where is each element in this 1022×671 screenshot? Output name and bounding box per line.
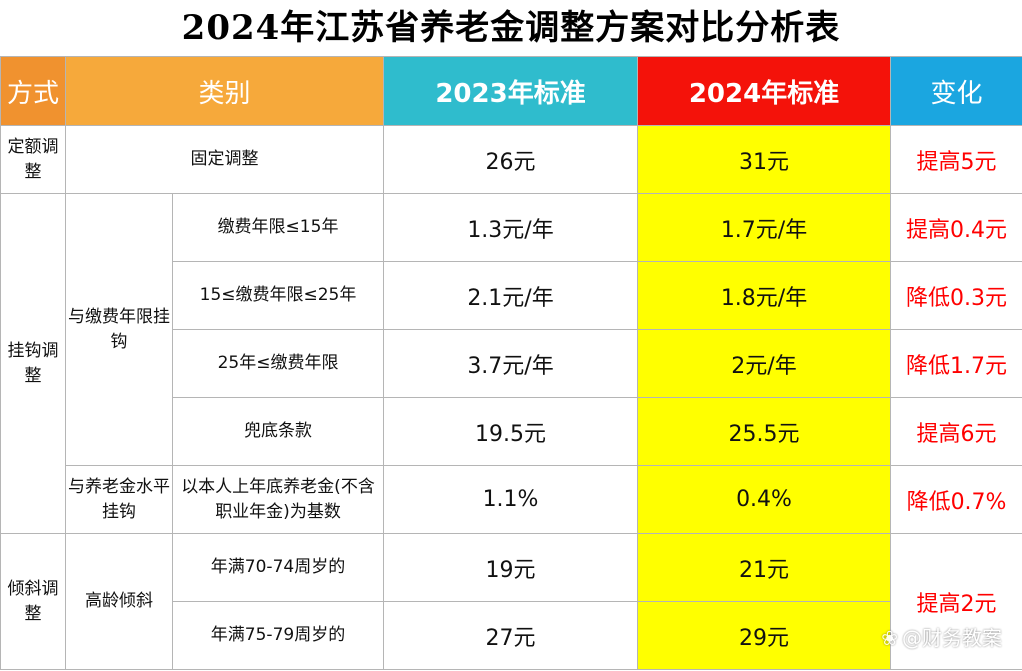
group-fixed: 定额调整 [0,125,66,194]
change-value: 提高0.4元 [890,193,1022,262]
header-2024-standard: 2024年标准 [637,56,892,126]
value-2023: 27元 [383,601,639,670]
value-2024: 0.4% [637,465,892,534]
header-change: 变化 [890,56,1022,126]
change-value: 提高5元 [890,125,1022,194]
subgroup-pension-linked: 与养老金水平挂钩 [65,465,173,534]
row-label: 年满75-79周岁的 [171,601,385,670]
value-2024: 31元 [637,125,892,194]
value-2023: 26元 [383,125,639,194]
row-label: 25年≤缴费年限 [171,329,385,398]
value-2024: 25.5元 [637,397,892,466]
table-row: 15≤缴费年限≤25年 2.1元/年 1.8元/年 降低0.3元 [1,261,1022,330]
change-value: 提高2元 [890,533,1022,670]
table-row: 与养老金水平挂钩 以本人上年底养老金(不含职业年金)为基数 1.1% 0.4% … [1,465,1022,534]
value-2024: 21元 [637,533,892,602]
comparison-table: 方式 类别 2023年标准 2024年标准 变化 定额调整 固定调整 26元 3… [0,56,1022,670]
subgroup-years-linked: 与缴费年限挂钩 [65,193,173,466]
subgroup-elderly: 高龄倾斜 [65,533,173,670]
header-method: 方式 [0,56,66,126]
watermark: ❀ @财务教案 [881,622,1002,651]
row-label: 15≤缴费年限≤25年 [171,261,385,330]
table-row: 定额调整 固定调整 26元 31元 提高5元 [0,125,1022,194]
table-row: 兜底条款 19.5元 25.5元 提高6元 [1,397,1022,466]
value-2024: 2元/年 [637,329,892,398]
header-category: 类别 [64,56,385,126]
change-value: 降低0.3元 [890,261,1022,330]
value-2023: 3.7元/年 [383,329,639,398]
change-value: 降低1.7元 [890,329,1022,398]
value-2023: 2.1元/年 [383,261,639,330]
group-linked: 挂钩调整 [0,193,66,534]
row-label: 年满70-74周岁的 [171,533,385,602]
value-2023: 19.5元 [383,397,639,466]
header-row: 方式 类别 2023年标准 2024年标准 变化 [0,56,1022,126]
value-2023: 1.1% [383,465,639,534]
value-2023: 1.3元/年 [383,193,639,262]
group-tilted: 倾斜调整 [0,533,66,670]
change-value: 提高6元 [890,397,1022,466]
row-label: 兜底条款 [171,397,385,466]
value-2024: 1.7元/年 [637,193,892,262]
paw-icon: ❀ [881,626,898,650]
header-2023-standard: 2023年标准 [383,56,639,126]
change-value: 降低0.7% [890,465,1022,534]
page-title: 2024年江苏省养老金调整方案对比分析表 [181,8,841,48]
value-2023: 19元 [383,533,639,602]
row-label: 以本人上年底养老金(不含职业年金)为基数 [171,465,385,534]
row-label: 固定调整 [64,125,385,194]
value-2024: 29元 [637,601,892,670]
value-2024: 1.8元/年 [637,261,892,330]
row-label: 缴费年限≤15年 [171,193,385,262]
table-row: 倾斜调整 高龄倾斜 年满70-74周岁的 19元 21元 提高2元 [0,533,1022,670]
table-row: 挂钩调整 与缴费年限挂钩 缴费年限≤15年 1.3元/年 1.7元/年 提高0.… [0,193,1022,534]
watermark-text: @财务教案 [902,626,1002,650]
table-row: 年满75-79周岁的 27元 29元 [1,601,1022,670]
